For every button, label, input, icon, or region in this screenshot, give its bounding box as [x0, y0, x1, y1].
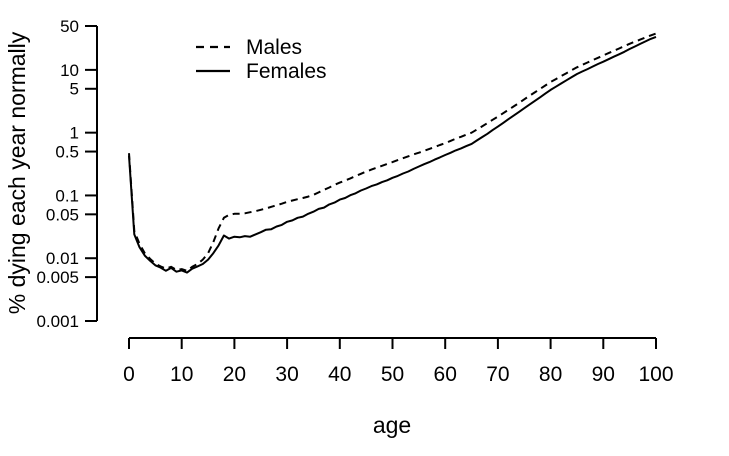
- x-tick-label-30: 30: [275, 363, 298, 386]
- x-tick-label-60: 60: [434, 363, 457, 386]
- x-tick-label-40: 40: [328, 363, 351, 386]
- y-tick-label-0.5: 0.5: [55, 143, 79, 162]
- x-tick-label-10: 10: [170, 363, 193, 386]
- y-axis-title: % dying each year normally: [4, 31, 30, 314]
- x-tick-label-20: 20: [223, 363, 246, 386]
- females-series-line: [128, 35, 657, 274]
- x-tick-label-70: 70: [486, 363, 509, 386]
- x-axis-ticks: 0 10 20 30 40 50 60 70 80 90 100: [123, 338, 674, 386]
- y-tick-label-10: 10: [60, 61, 79, 80]
- y-tick-label-0.01: 0.01: [46, 249, 79, 268]
- legend-males-label: Males: [246, 36, 302, 59]
- y-tick-label-0.001: 0.001: [36, 312, 79, 331]
- y-tick-label-50: 50: [60, 17, 79, 36]
- males-series-line: [128, 32, 657, 272]
- y-tick-label-5: 5: [70, 80, 79, 99]
- x-tick-label-0: 0: [123, 363, 135, 386]
- legend-females-label: Females: [246, 60, 327, 83]
- x-tick-label-90: 90: [592, 363, 615, 386]
- y-tick-label-1: 1: [70, 124, 79, 143]
- x-tick-label-80: 80: [539, 363, 562, 386]
- y-tick-label-0.05: 0.05: [46, 205, 79, 224]
- x-tick-label-50: 50: [381, 363, 404, 386]
- x-axis-title: age: [373, 412, 411, 438]
- x-tick-label-100: 100: [638, 363, 673, 386]
- y-tick-label-0.1: 0.1: [55, 186, 79, 205]
- legend: Males Females: [196, 36, 327, 83]
- y-tick-label-0.005: 0.005: [36, 268, 79, 287]
- y-axis-ticks: 50 105 10.5 0.10.05 0.010.005 0.001: [36, 17, 97, 331]
- series-lines: [128, 32, 657, 274]
